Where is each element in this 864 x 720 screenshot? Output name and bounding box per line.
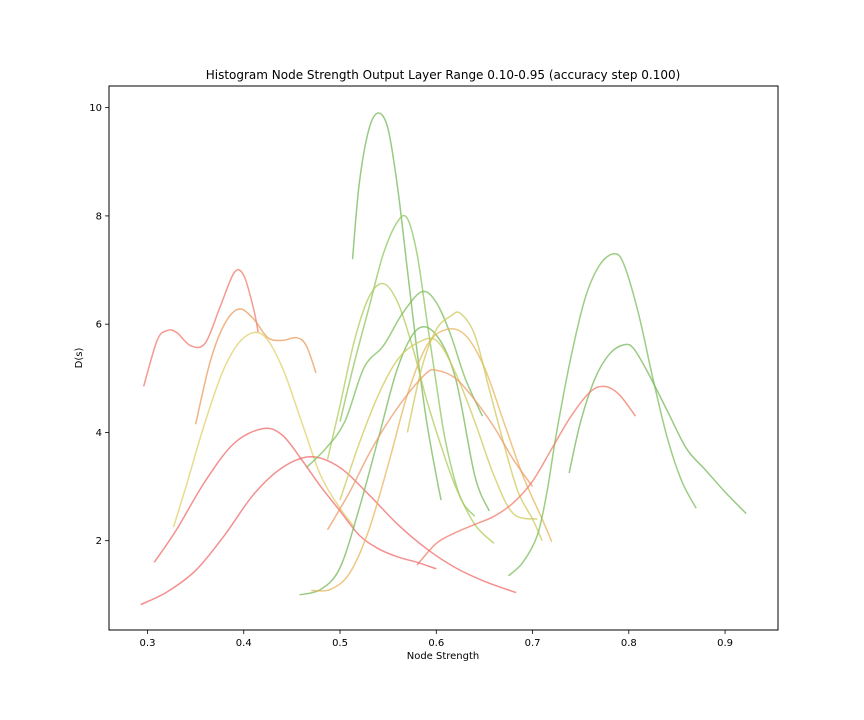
- series-line-8: [326, 282, 495, 544]
- x-tick-label: 0.3: [140, 638, 156, 649]
- x-axis: 0.3 0.4 0.5 0.6 0.7 0.8 0.9: [140, 630, 733, 649]
- x-tick-label: 0.8: [621, 638, 637, 649]
- y-axis-label: D(s): [74, 348, 85, 369]
- series-line-6: [351, 112, 442, 501]
- series-line-17: [416, 385, 637, 566]
- x-tick-label: 0.5: [332, 638, 348, 649]
- series-line-4: [153, 427, 437, 570]
- series-line-13: [406, 311, 543, 541]
- x-axis-label: Node Strength: [407, 651, 480, 662]
- series-line-3: [172, 331, 356, 528]
- x-tick-label: 0.4: [236, 638, 252, 649]
- series-line-11: [339, 337, 538, 520]
- series-line-9: [305, 290, 484, 469]
- series-line-5: [140, 456, 517, 606]
- y-tick-label: 10: [89, 103, 102, 114]
- x-tick-label: 0.7: [525, 638, 541, 649]
- x-tick-label: 0.6: [428, 638, 444, 649]
- y-tick-label: 8: [96, 211, 102, 222]
- series-line-1: [142, 268, 259, 387]
- series-layer: [140, 112, 747, 606]
- series-line-14: [326, 368, 534, 531]
- series-line-10: [299, 326, 490, 596]
- chart-title: Histogram Node Strength Output Layer Ran…: [206, 68, 681, 82]
- y-tick-label: 4: [96, 428, 102, 439]
- plot-frame: [108, 85, 779, 631]
- y-tick-label: 6: [96, 320, 102, 331]
- series-line-7: [339, 214, 476, 517]
- y-tick-label: 2: [96, 536, 102, 547]
- series-line-15: [507, 253, 697, 577]
- series-line-16: [568, 343, 747, 515]
- y-axis: 2 4 6 8 10: [89, 103, 109, 547]
- series-line-2: [194, 308, 317, 425]
- x-tick-label: 0.9: [717, 638, 733, 649]
